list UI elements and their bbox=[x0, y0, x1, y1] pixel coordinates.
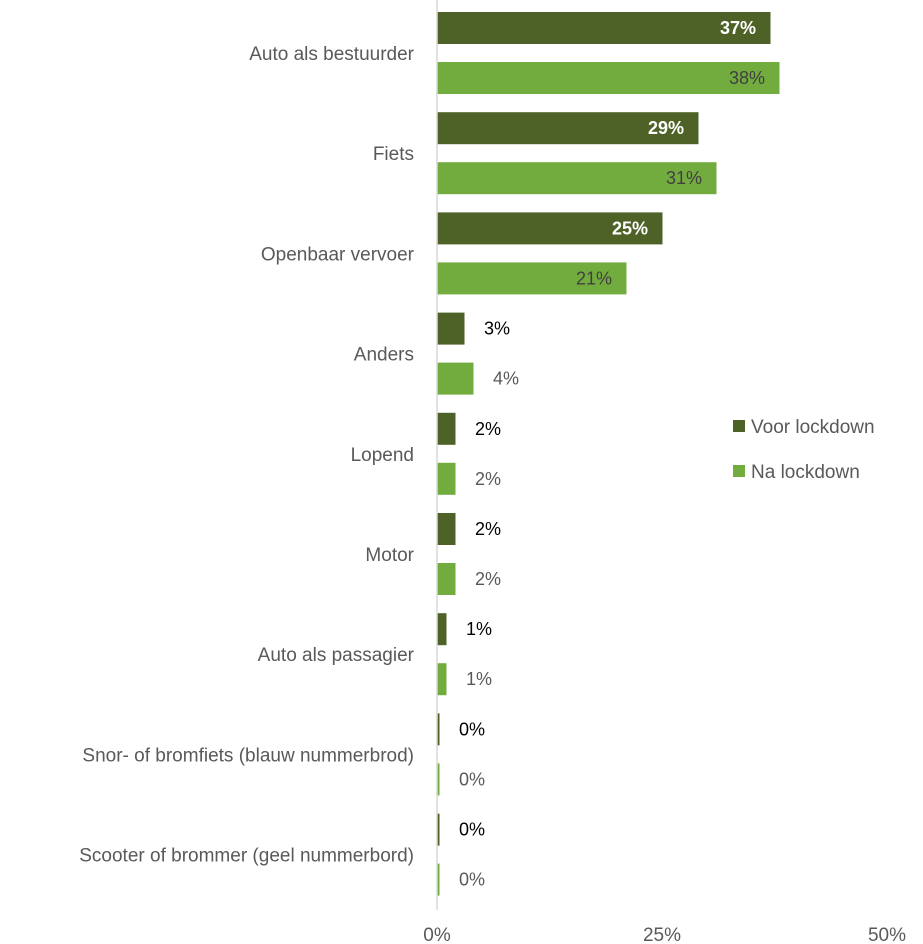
value-label-voor-lockdown-auto-als-passagier: 1% bbox=[466, 619, 492, 639]
bar-voor-lockdown-openbaar-vervoer bbox=[437, 212, 663, 245]
value-label-na-lockdown-motor: 2% bbox=[475, 569, 501, 589]
category-label-auto-als-passagier: Auto als passagier bbox=[258, 645, 415, 666]
category-label-fiets: Fiets bbox=[373, 144, 414, 165]
bar-voor-lockdown-scooter-of-brommer-geel-nummerbord bbox=[437, 813, 440, 846]
bars-layer bbox=[437, 12, 780, 896]
category-label-scooter-of-brommer-geel-nummerbord: Scooter of brommer (geel nummerbord) bbox=[79, 846, 414, 867]
value-labels-layer: 37% 38% 29% 31% 25% 21% 3% 4% 2% 2% 2% 2% 1% 1% 0% 0% 0%… bbox=[459, 18, 765, 890]
legend-swatch-na-lockdown bbox=[733, 465, 745, 477]
bar-na-lockdown-motor bbox=[437, 563, 456, 595]
category-label-snor-of-bromfiets-blauw-nummerbrod: Snor- of bromfiets (blauw nummerbrod) bbox=[82, 745, 414, 766]
value-label-na-lockdown-scooter-of-brommer-geel-nummerbord: 0% bbox=[459, 870, 485, 890]
value-label-na-lockdown-auto-als-passagier: 1% bbox=[466, 669, 492, 689]
bar-na-lockdown-anders bbox=[437, 362, 474, 395]
category-label-lopend: Lopend bbox=[351, 445, 414, 466]
value-label-voor-lockdown-auto-als-bestuurder: 37% bbox=[720, 18, 756, 38]
bar-voor-lockdown-auto-als-passagier bbox=[437, 613, 447, 646]
value-label-voor-lockdown-anders: 3% bbox=[484, 319, 510, 339]
bar-na-lockdown-auto-als-bestuurder bbox=[437, 62, 780, 94]
category-label-anders: Anders bbox=[354, 345, 414, 366]
bar-voor-lockdown-snor-of-bromfiets-blauw-nummerbrod bbox=[437, 713, 440, 746]
legend: Voor lockdown Na lockdown bbox=[733, 417, 875, 483]
bar-voor-lockdown-anders bbox=[437, 312, 465, 345]
legend-label-na-lockdown: Na lockdown bbox=[751, 462, 860, 483]
bar-na-lockdown-snor-of-bromfiets-blauw-nummerbrod bbox=[437, 763, 440, 796]
bar-voor-lockdown-lopend bbox=[437, 412, 456, 445]
x-tick-label-2: 50% bbox=[868, 925, 906, 944]
value-label-na-lockdown-auto-als-bestuurder: 38% bbox=[729, 68, 765, 88]
value-label-na-lockdown-openbaar-vervoer: 21% bbox=[576, 268, 612, 288]
bar-na-lockdown-fiets bbox=[437, 162, 717, 195]
value-label-voor-lockdown-snor-of-bromfiets-blauw-nummerbrod: 0% bbox=[459, 719, 485, 739]
x-tick-label-1: 25% bbox=[643, 925, 681, 944]
value-label-voor-lockdown-scooter-of-brommer-geel-nummerbord: 0% bbox=[459, 820, 485, 840]
value-label-voor-lockdown-lopend: 2% bbox=[475, 419, 501, 439]
bar-na-lockdown-auto-als-passagier bbox=[437, 663, 447, 696]
bar-na-lockdown-lopend bbox=[437, 462, 456, 495]
value-label-na-lockdown-fiets: 31% bbox=[666, 168, 702, 188]
bar-voor-lockdown-auto-als-bestuurder bbox=[437, 12, 771, 44]
value-label-na-lockdown-snor-of-bromfiets-blauw-nummerbrod: 0% bbox=[459, 769, 485, 789]
value-label-voor-lockdown-fiets: 29% bbox=[648, 118, 684, 138]
category-label-auto-als-bestuurder: Auto als bestuurder bbox=[249, 44, 414, 65]
value-label-na-lockdown-anders: 4% bbox=[493, 369, 519, 389]
category-labels-layer: Auto als bestuurder Fiets Openbaar vervoer… bbox=[79, 44, 414, 867]
value-label-na-lockdown-lopend: 2% bbox=[475, 469, 501, 489]
x-axis-ticks: 0% 25% 50% bbox=[423, 925, 906, 944]
value-label-voor-lockdown-motor: 2% bbox=[475, 519, 501, 539]
legend-label-voor-lockdown: Voor lockdown bbox=[751, 417, 875, 438]
value-label-voor-lockdown-openbaar-vervoer: 25% bbox=[612, 218, 648, 238]
category-label-openbaar-vervoer: Openbaar vervoer bbox=[261, 244, 415, 265]
bar-na-lockdown-scooter-of-brommer-geel-nummerbord bbox=[437, 863, 440, 896]
category-label-motor: Motor bbox=[365, 545, 414, 566]
legend-swatch-voor-lockdown bbox=[733, 420, 745, 432]
bar-voor-lockdown-fiets bbox=[437, 112, 699, 145]
bar-na-lockdown-openbaar-vervoer bbox=[437, 262, 627, 295]
bar-voor-lockdown-motor bbox=[437, 513, 456, 545]
x-tick-label-0: 0% bbox=[423, 925, 451, 944]
